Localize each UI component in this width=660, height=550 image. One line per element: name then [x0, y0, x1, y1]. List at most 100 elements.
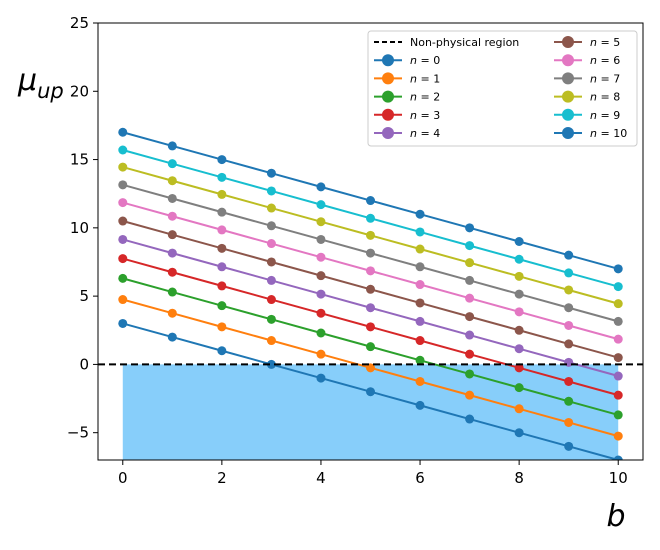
series-1-point-2	[217, 322, 227, 332]
legend-label-variable: n	[590, 36, 597, 49]
series-0-point-9	[564, 441, 574, 451]
legend-swatch-marker-8	[562, 90, 574, 103]
legend-label-variable: n	[410, 91, 417, 104]
series-4-point-8	[514, 344, 524, 354]
series-3-point-0	[118, 254, 128, 264]
series-2-point-3	[266, 314, 276, 324]
legend-entry-8: n = 8	[554, 90, 620, 104]
legend-label-variable: n	[590, 109, 597, 122]
legend-entry-3: n = 3	[374, 108, 440, 122]
x-tick-label-3: 6	[415, 469, 425, 487]
legend-entry-5: n = 5	[554, 36, 620, 49]
legend-label-variable: n	[590, 72, 597, 85]
series-8-point-0	[118, 162, 128, 172]
series-1-point-3	[266, 336, 276, 346]
series-5-point-6	[415, 298, 425, 308]
series-1-point-4	[316, 349, 326, 359]
series-10-point-6	[415, 209, 425, 219]
series-5-point-5	[366, 284, 375, 294]
series-2	[118, 273, 623, 420]
series-6-point-0	[118, 198, 128, 208]
series-1-point-6	[415, 376, 425, 386]
series-3-point-10	[613, 390, 623, 400]
series-9-point-4	[316, 200, 326, 210]
series-2-point-0	[118, 273, 128, 283]
series-9	[118, 145, 623, 292]
series-8-point-3	[266, 203, 276, 213]
series-7-point-7	[465, 275, 475, 285]
series-7-point-4	[316, 234, 326, 244]
legend-label-value: = 8	[597, 91, 620, 104]
series-8-point-9	[564, 285, 574, 295]
series-4-point-3	[266, 275, 276, 285]
y-tick-label-3: 10	[70, 219, 89, 237]
series-8-point-8	[514, 271, 524, 281]
series-10-point-8	[514, 237, 524, 246]
series-5-point-7	[465, 312, 475, 322]
series-4-point-7	[465, 330, 475, 340]
legend-label-variable: n	[590, 127, 597, 140]
legend-label-value: = 5	[597, 36, 620, 49]
series-7-point-0	[118, 180, 128, 190]
series-7-point-2	[217, 207, 227, 217]
series-7-point-6	[415, 262, 425, 272]
series-0-point-1	[167, 332, 177, 342]
series-1-point-10	[613, 431, 623, 441]
y-axis-label-subscript: up	[37, 79, 64, 103]
series-0-point-4	[316, 373, 326, 383]
series-2-point-5	[366, 342, 375, 352]
series-7-point-3	[266, 221, 276, 231]
series-5-point-3	[266, 257, 276, 267]
legend-label-variable: n	[410, 72, 417, 85]
series-10-point-9	[564, 250, 574, 260]
legend-label-2: n = 2	[410, 91, 440, 104]
y-tick-label-1: 0	[79, 355, 89, 373]
series-0-point-5	[366, 387, 375, 397]
legend-swatch-marker-5	[562, 36, 574, 48]
legend-label-value: = 2	[417, 91, 440, 104]
series-8-point-10	[613, 299, 623, 309]
legend-entry-6: n = 6	[554, 54, 620, 67]
series-3-point-8	[514, 363, 524, 373]
legend-label-value: = 7	[597, 72, 620, 85]
series-10-point-0	[118, 127, 128, 137]
series-0-point-2	[217, 346, 227, 356]
y-tick-label-5: 20	[70, 82, 89, 100]
series-5-point-4	[316, 271, 326, 281]
series-8-point-4	[316, 217, 326, 227]
series-2-point-2	[217, 301, 227, 311]
series-5-point-1	[167, 230, 177, 240]
series-4-point-10	[613, 371, 623, 381]
series-3-point-5	[366, 322, 375, 332]
legend-entry-9: n = 9	[554, 108, 620, 122]
series-7-point-10	[613, 316, 623, 326]
series-2-point-10	[613, 410, 623, 420]
series-1	[118, 295, 623, 441]
legend-label-variable: n	[410, 54, 417, 67]
x-tick-label-1: 2	[217, 469, 227, 487]
series-5-point-10	[613, 353, 623, 363]
axes: 0 2 4 6 8 10 −5 0 5 10 15 20 25	[67, 14, 644, 487]
legend-label-non-physical-region: Non-physical region	[410, 36, 519, 49]
series-3-point-2	[217, 281, 227, 291]
legend-swatch-marker-0	[382, 54, 394, 67]
series-0-point-3	[266, 359, 276, 369]
legend-label-0: n = 0	[410, 54, 440, 67]
series-6-point-2	[217, 225, 227, 235]
legend-entry-4: n = 4	[374, 127, 440, 140]
series-0-point-8	[514, 428, 524, 438]
legend-label-4: n = 4	[410, 127, 440, 140]
legend-label-7: n = 7	[590, 72, 620, 85]
series-1-point-5	[366, 363, 375, 373]
series-3-point-7	[465, 349, 475, 359]
legend-label-value: = 3	[417, 109, 440, 122]
series-8-point-5	[366, 230, 375, 240]
series-8-point-7	[465, 258, 475, 268]
legend-label-1: n = 1	[410, 72, 440, 85]
series-3-point-9	[564, 376, 574, 386]
legend-label-value: = 9	[597, 109, 620, 122]
series-10-point-1	[167, 141, 177, 151]
series-10-point-3	[266, 168, 276, 178]
